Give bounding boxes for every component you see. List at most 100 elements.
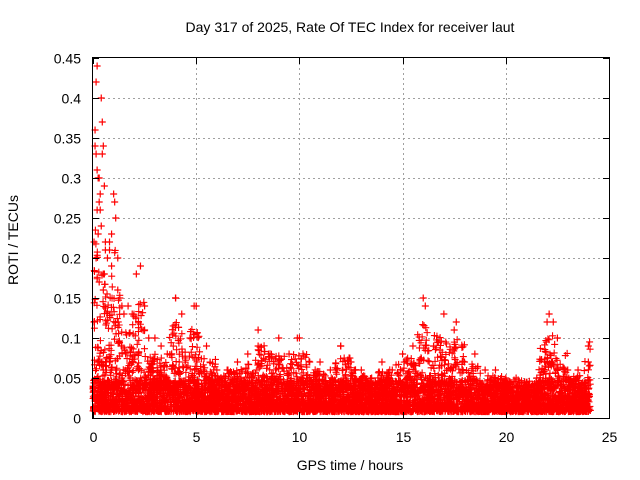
data-point [451,344,459,352]
data-point [93,206,101,214]
data-point [99,142,107,150]
data-point [108,325,116,333]
data-point [172,358,180,366]
data-point [128,344,136,352]
data-point [178,310,186,318]
data-point [299,369,307,377]
data-point [580,367,588,375]
data-point [113,315,121,323]
data-point [436,334,444,342]
data-point [93,62,101,70]
data-point [400,358,408,366]
data-point [320,371,328,379]
data-point [543,318,551,326]
data-point [98,358,106,366]
data-point [471,350,479,358]
data-point [97,222,105,230]
data-point [337,342,345,350]
data-point [316,358,324,366]
data-point [93,273,101,281]
data-point [133,364,141,372]
data-point [151,334,159,342]
data-point [98,150,106,158]
data-point [140,298,148,306]
data-point [306,358,314,366]
data-point [96,352,104,360]
y-axis-title: ROTI / TECUs [5,195,21,285]
data-point [151,350,159,358]
data-point [107,346,115,354]
data-point [261,356,269,364]
data-point [545,310,553,318]
data-point [549,318,557,326]
data-point [291,355,299,363]
data-point [96,190,104,198]
data-point [584,342,592,350]
data-point [421,302,429,310]
data-point [254,326,262,334]
data-point [233,358,241,366]
data-point [537,369,545,377]
data-point [450,326,458,334]
data-point [157,342,165,350]
data-point [93,166,101,174]
data-point [423,329,431,337]
data-point [116,291,124,299]
data-point [98,118,106,126]
data-point [210,366,218,374]
data-point [153,364,161,372]
data-point [187,348,195,356]
data-point [90,324,98,332]
data-point [135,359,143,367]
data-point [141,302,149,310]
data-point [563,349,571,357]
data-point [128,368,136,376]
data-point [188,343,196,351]
data-point [541,347,549,355]
data-point [110,190,118,198]
data-point [581,358,589,366]
data-point [191,331,199,339]
data-point [585,362,593,370]
data-point [102,319,110,327]
data-point [157,354,165,362]
data-point [550,349,558,357]
data-point [135,308,143,316]
data-point [586,345,594,353]
data-point [418,333,426,341]
data-point [108,230,116,238]
data-point [118,328,126,336]
data-point [586,338,594,346]
data-points-layer [89,62,594,416]
data-point [399,350,407,358]
data-point [276,371,284,379]
data-point [541,367,549,375]
data-point [90,267,98,275]
data-point [107,371,115,379]
x-axis-title: GPS time / hours [297,457,404,473]
data-point [185,352,193,360]
data-point [443,366,451,374]
data-point [403,359,411,367]
data-point [442,338,450,346]
data-point [167,339,175,347]
data-point [237,366,245,374]
data-point [203,342,211,350]
data-point [124,302,132,310]
data-point [352,366,360,374]
data-point [183,364,191,372]
data-point [298,365,306,373]
data-point [481,366,489,374]
data-point [378,358,386,366]
data-point [141,372,149,380]
data-point [135,301,143,309]
data-point [141,353,149,360]
data-point [114,286,122,294]
data-point [129,367,137,375]
data-point [103,290,111,298]
data-point [407,355,415,363]
data-point [452,318,460,326]
data-point [108,272,116,280]
data-point [111,198,119,206]
